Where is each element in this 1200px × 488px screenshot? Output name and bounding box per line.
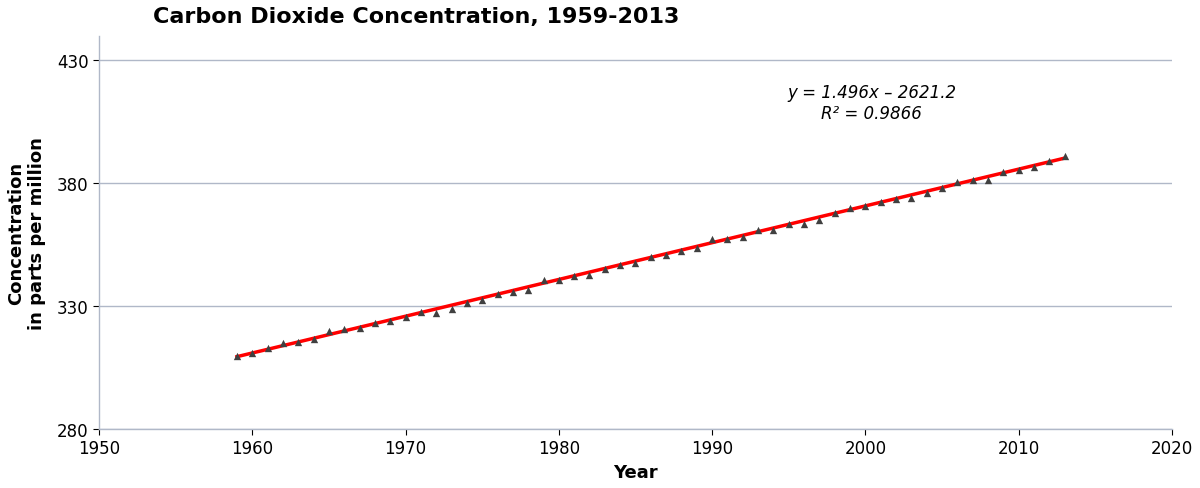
Point xyxy=(488,290,508,298)
Point xyxy=(457,299,476,307)
Y-axis label: Concentration
in parts per million: Concentration in parts per million xyxy=(7,137,46,329)
Point xyxy=(901,195,920,203)
Point xyxy=(550,276,569,284)
Point xyxy=(319,328,338,336)
Point xyxy=(641,253,660,261)
Point xyxy=(932,185,952,193)
Point xyxy=(810,216,829,224)
Point xyxy=(994,169,1013,177)
Point xyxy=(672,247,691,255)
Point xyxy=(242,349,262,357)
Point xyxy=(718,236,737,244)
Point xyxy=(794,221,814,229)
Point xyxy=(826,209,845,217)
Point xyxy=(917,189,936,197)
Point xyxy=(749,226,768,234)
Point xyxy=(1025,163,1044,171)
Point xyxy=(871,199,890,207)
Point xyxy=(412,308,431,316)
Text: Carbon Dioxide Concentration, 1959-2013: Carbon Dioxide Concentration, 1959-2013 xyxy=(152,7,679,27)
Point xyxy=(380,317,400,325)
Point xyxy=(702,236,721,244)
Point xyxy=(611,261,630,269)
Point xyxy=(564,272,583,280)
Point xyxy=(365,319,384,327)
Text: y = 1.496x – 2621.2
R² = 0.9866: y = 1.496x – 2621.2 R² = 0.9866 xyxy=(787,84,956,122)
Point xyxy=(887,196,906,203)
Point xyxy=(427,309,446,317)
Point xyxy=(473,296,492,304)
Point xyxy=(335,326,354,334)
Point xyxy=(688,244,707,252)
Point xyxy=(304,335,323,343)
Point xyxy=(289,339,308,346)
Point xyxy=(518,286,538,294)
Point xyxy=(227,352,246,360)
Point xyxy=(595,266,614,274)
Point xyxy=(764,227,784,235)
Point xyxy=(733,234,752,242)
Point xyxy=(1039,157,1058,165)
Point xyxy=(442,305,461,313)
Point xyxy=(656,251,676,259)
Point xyxy=(503,289,522,297)
Point xyxy=(534,277,553,285)
Point xyxy=(856,202,875,210)
X-axis label: Year: Year xyxy=(613,463,658,481)
Point xyxy=(1055,153,1074,161)
Point xyxy=(396,314,415,322)
Point xyxy=(948,179,967,186)
Point xyxy=(274,339,293,347)
Point xyxy=(626,260,646,268)
Point xyxy=(779,221,798,228)
Point xyxy=(840,205,859,213)
Point xyxy=(258,345,277,352)
Point xyxy=(978,177,997,184)
Point xyxy=(964,176,983,184)
Point xyxy=(580,271,599,279)
Point xyxy=(1009,166,1028,174)
Point xyxy=(350,325,370,332)
